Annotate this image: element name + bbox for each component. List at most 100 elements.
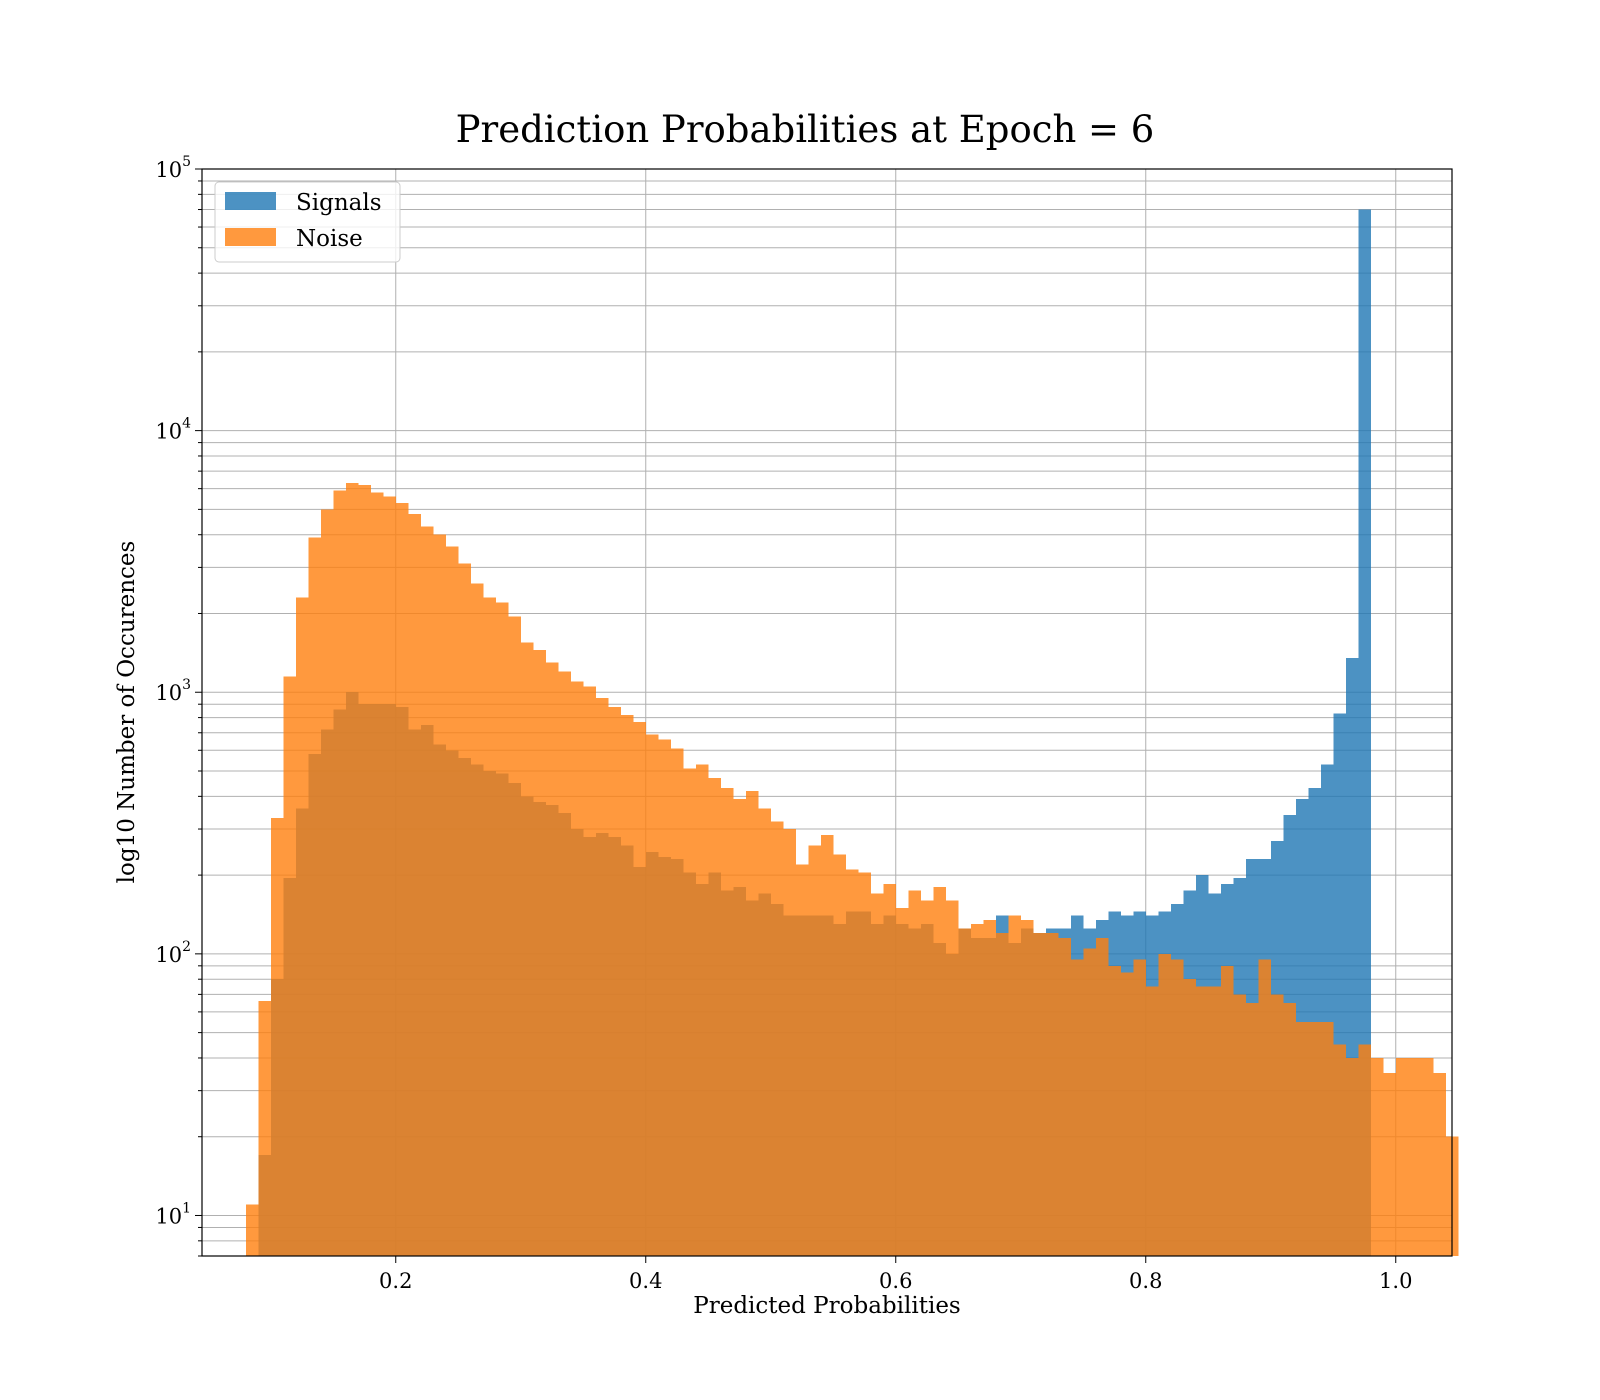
histogram-bar-noise — [283, 676, 296, 1256]
y-axis-label: log10 Number of Occurences — [114, 541, 140, 884]
histogram-bar-noise — [495, 602, 509, 1256]
histogram-bar-noise — [1383, 1073, 1396, 1256]
histogram-bar-noise — [1045, 933, 1059, 1256]
x-tick-label: 0.4 — [629, 1269, 662, 1293]
histogram-bar-noise — [408, 514, 421, 1256]
histogram-bar-noise — [1070, 959, 1084, 1256]
histogram-bar-noise — [1195, 986, 1209, 1256]
histogram-bar-noise — [1108, 965, 1121, 1256]
histogram-bar-noise — [258, 1001, 271, 1256]
histogram-bar-noise — [708, 778, 721, 1256]
plot-frame — [201, 168, 1453, 1257]
histogram-bar-noise — [870, 893, 884, 1256]
histogram-bar-signals — [1358, 209, 1371, 1256]
histogram-bar-noise — [1420, 1057, 1434, 1256]
histogram-bar-noise — [558, 671, 571, 1256]
legend-swatch-noise — [225, 228, 276, 246]
histogram-bar-noise — [633, 721, 646, 1256]
histogram-bar-noise — [533, 650, 546, 1256]
histogram-bar-noise — [720, 788, 734, 1256]
histogram-bar-noise — [1058, 937, 1071, 1256]
histogram-bar-noise — [1133, 959, 1146, 1256]
histogram-bar-noise — [995, 933, 1009, 1256]
histogram-bar-noise — [1295, 1021, 1309, 1256]
histogram-bar-noise — [758, 808, 771, 1256]
y-tick-label: 105 — [155, 154, 191, 182]
histogram-bar-noise — [745, 790, 759, 1256]
y-tick-label: 101 — [155, 1200, 191, 1228]
histogram-bar-noise — [1333, 1044, 1346, 1256]
histogram-bar-noise — [595, 698, 609, 1256]
histogram-bar-noise — [1220, 965, 1234, 1256]
histogram-bar-noise — [445, 546, 459, 1256]
histogram-bar-noise — [1183, 979, 1196, 1256]
histogram-bar-noise — [370, 492, 384, 1256]
x-tick-label: 0.2 — [379, 1269, 412, 1293]
histogram-bar-noise — [820, 834, 834, 1256]
histogram-bar-noise — [345, 483, 359, 1256]
histogram-bar-noise — [270, 818, 284, 1256]
histogram-bar-noise — [783, 829, 796, 1256]
histogram-bar-noise — [1358, 1044, 1371, 1256]
histogram-bar-noise — [308, 537, 321, 1256]
x-axis-label: Predicted Probabilities — [693, 1293, 961, 1319]
histogram-bar-noise — [1158, 953, 1171, 1256]
histogram-bar-noise — [908, 890, 921, 1256]
legend-swatch-signals — [225, 192, 276, 210]
histogram-bar-noise — [1208, 986, 1221, 1256]
histogram-bar-noise — [895, 907, 909, 1256]
histogram-bar-noise — [1320, 1021, 1334, 1256]
histogram-bar-noise — [1095, 937, 1109, 1256]
histogram-bar-noise — [245, 1204, 259, 1256]
histogram-bar-noise — [958, 928, 971, 1256]
x-axis-ticks: 0.2 0.4 0.6 0.8 1.0 — [379, 1256, 1412, 1293]
histogram-bar-noise — [645, 734, 659, 1256]
histogram-bar-noise — [770, 821, 784, 1256]
legend-label-signals: Signals — [296, 190, 382, 216]
histogram-bar-noise — [670, 748, 684, 1256]
histogram-bar-noise — [333, 490, 346, 1256]
histogram-bar-noise — [1233, 994, 1246, 1256]
series-noise — [245, 483, 1459, 1257]
histogram-bar-noise — [1008, 915, 1021, 1256]
histogram-bar-noise — [1083, 948, 1096, 1256]
histogram-bar-noise — [1033, 933, 1046, 1256]
histogram-bar-noise — [545, 662, 559, 1256]
histogram-bar-noise — [295, 597, 309, 1256]
histogram-bar-noise — [1120, 972, 1134, 1256]
histogram-bar-noise — [683, 768, 696, 1256]
histogram-bar-noise — [808, 845, 821, 1256]
chart-legend: Signals Noise — [214, 181, 401, 263]
x-tick-label: 1.0 — [1379, 1269, 1412, 1293]
histogram-bar-noise — [570, 681, 584, 1256]
histogram-bar-noise — [1408, 1057, 1421, 1256]
histogram-bar-noise — [970, 924, 984, 1256]
histogram-bars — [245, 209, 1459, 1257]
histogram-bar-noise — [858, 872, 871, 1256]
histogram-bar-noise — [658, 739, 671, 1256]
x-tick-label: 0.8 — [1129, 1269, 1162, 1293]
histogram-bar-noise — [508, 616, 521, 1256]
histogram-bar-noise — [433, 534, 446, 1256]
histogram-bar-noise — [608, 706, 621, 1256]
histogram-bar-noise — [483, 597, 496, 1256]
histogram-bar-noise — [1283, 1002, 1296, 1256]
histogram-bar-noise — [620, 714, 634, 1256]
histogram-bar-noise — [383, 496, 396, 1256]
histogram-bar-noise — [520, 642, 534, 1256]
y-tick-label: 103 — [155, 677, 191, 705]
x-tick-label: 0.6 — [879, 1269, 912, 1293]
chart-title: Prediction Probabilities at Epoch = 6 — [456, 108, 1155, 151]
histogram-bar-noise — [1258, 959, 1271, 1256]
histogram-bar-noise — [470, 583, 484, 1256]
y-tick-label: 104 — [155, 416, 191, 444]
histogram-bar-noise — [395, 502, 409, 1256]
histogram-bar-noise — [1245, 1002, 1259, 1256]
histogram-bar-noise — [320, 509, 334, 1256]
histogram-bar-noise — [695, 764, 709, 1256]
histogram-bar-noise — [1170, 959, 1184, 1256]
histogram-bar-noise — [458, 563, 471, 1256]
histogram-bar-noise — [583, 686, 596, 1256]
y-tick-label: 102 — [155, 939, 191, 967]
